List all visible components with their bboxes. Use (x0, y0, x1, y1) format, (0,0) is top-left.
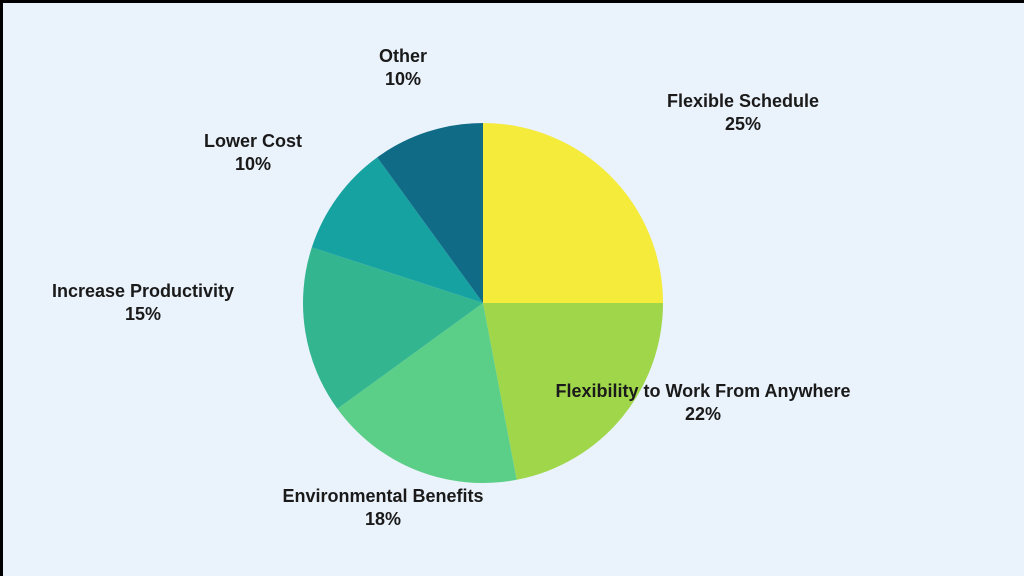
slice-label: Flexibility to Work From Anywhere22% (533, 380, 873, 427)
slice-percent: 25% (593, 113, 893, 136)
slice-name: Increase Productivity (18, 280, 268, 303)
slice-percent: 10% (328, 68, 478, 91)
slice-label: Flexible Schedule25% (593, 90, 893, 137)
slice-percent: 10% (153, 153, 353, 176)
chart-frame: Flexible Schedule25% Flexibility to Work … (0, 0, 1024, 576)
slice-label: Other10% (328, 45, 478, 92)
slice-label: Increase Productivity15% (18, 280, 268, 327)
slice-label: Lower Cost10% (153, 130, 353, 177)
slice-name: Flexibility to Work From Anywhere (533, 380, 873, 403)
slice-percent: 15% (18, 303, 268, 326)
slice-percent: 22% (533, 403, 873, 426)
slice-name: Flexible Schedule (593, 90, 893, 113)
slice-percent: 18% (233, 508, 533, 531)
slice-name: Lower Cost (153, 130, 353, 153)
slice-name: Environmental Benefits (233, 485, 533, 508)
slice-name: Other (328, 45, 478, 68)
slice-label: Environmental Benefits18% (233, 485, 533, 532)
pie-slices (303, 123, 663, 483)
